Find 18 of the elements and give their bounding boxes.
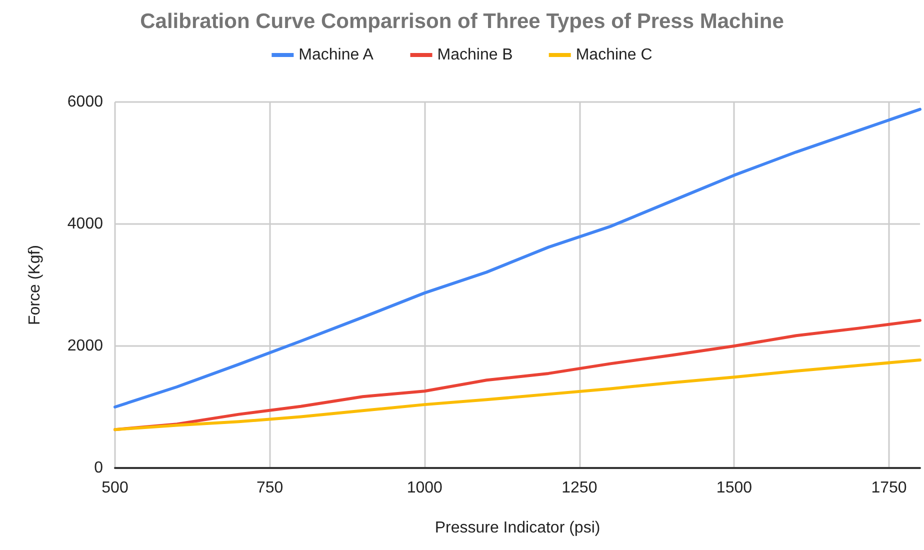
x-tick-label: 1750 (871, 480, 907, 496)
line-series (114, 108, 922, 408)
x-tick-label: 1500 (716, 480, 752, 496)
x-tick-label: 500 (102, 480, 128, 496)
legend-label: Machine A (298, 46, 374, 64)
line-series (114, 358, 922, 432)
y-tick-label: 2000 (67, 338, 104, 354)
y-tick-label: 4000 (67, 216, 104, 232)
chart-title: Calibration Curve Comparrison of Three Types of Press Machine (140, 10, 784, 33)
y-axis-title: Force (Kgf) (26, 244, 44, 326)
y-tick-label: 0 (94, 460, 104, 476)
legend-label: Machine C (576, 46, 652, 64)
x-tick-label: 750 (256, 480, 284, 496)
x-tick-label: 1250 (562, 480, 598, 496)
x-axis-title: Pressure Indicator (psi) (434, 520, 600, 536)
x-tick-label: 1000 (406, 480, 443, 496)
y-tick-label: 6000 (67, 94, 104, 110)
legend-label: Machine B (437, 46, 513, 64)
